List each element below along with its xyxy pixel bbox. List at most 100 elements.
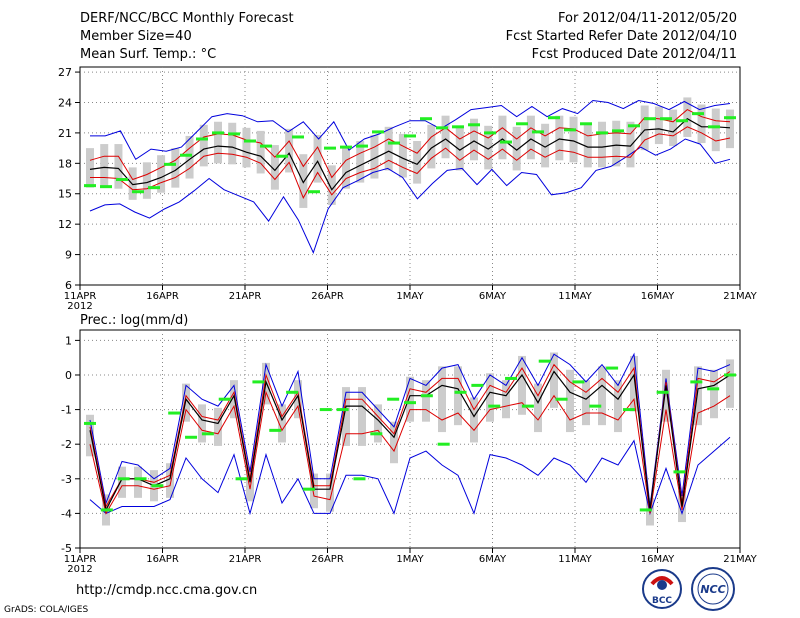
temp-x-tick-label: 16MAY [641,291,675,302]
prec-ensemble-marker [471,383,484,387]
temp-spread-box [526,115,535,160]
prec-ensemble-marker [286,390,299,394]
prec-x-tick-label: 1MAY [396,554,424,565]
temp-ensemble-marker [404,134,416,138]
prec-ensemble-marker [134,477,147,481]
prec-ensemble-marker [302,487,315,491]
prec-ensemble-marker [235,477,248,481]
temp-series-max-line [90,99,731,161]
source-url: http://cmdp.ncc.cma.gov.cn [76,583,258,598]
prec-ensemble-marker [370,432,383,436]
prec-spread-box [550,352,558,408]
prec-spread-box [358,387,366,446]
temp-ensemble-marker [260,144,272,148]
temp-spread-box [342,148,350,189]
temp-spread-box [157,155,166,193]
temp-y-tick-label: 15 [58,188,72,201]
prec-spread-box [598,366,606,426]
prec-ensemble-marker [437,442,450,446]
temp-series-mean-line [89,117,731,191]
temp-x-tick-label: 21MAY [723,291,757,302]
temp-spread-box [541,123,550,168]
prec-ensemble-marker [589,404,602,408]
temp-y-tick-label: 27 [58,66,72,79]
prec-spread-box [182,383,190,422]
variable-label: Mean Surf. Temp.: °C [80,47,217,62]
prec-spread-box [86,414,94,457]
temp-x-tick-label: 26APR [311,291,344,302]
temp-ensemble-marker [628,124,640,128]
temp-spread-box [313,134,322,183]
temp-spread-box [484,125,493,170]
prec-ensemble-marker [555,397,568,401]
temp-ensemble-marker [324,146,336,150]
prec-ensemble-marker [117,477,130,481]
prec-ensemble-marker [521,404,534,408]
prec-ensemble-marker [151,484,164,488]
temp-ensemble-marker [340,145,352,149]
temp-spread-box [654,106,663,145]
prec-spread-box [534,383,542,433]
prec-ensemble-marker [572,380,585,384]
prec-spread-box [230,380,238,419]
temp-spread-box [626,121,635,168]
prec-ensemble-marker [707,387,720,391]
prec-x-tick-label: 21APR [229,554,262,565]
temp-ensemble-marker [580,122,592,126]
prec-ensemble-marker [100,508,113,512]
temp-ensemble-marker [388,141,400,145]
prec-spread-box [502,380,510,419]
temp-ensemble-marker [484,131,496,135]
temp-ensemble-marker [228,132,240,136]
prec-spread-box [726,359,734,408]
temp-spread-box [299,154,308,208]
prec-ensemble-marker [639,508,652,512]
prec-spread-box [326,473,334,512]
temp-ensemble-marker [644,117,656,121]
forecast-started-label: Fcst Started Refer Date 2012/04/10 [505,29,737,44]
temp-x-tick-label: 6MAY [479,291,507,302]
prec-spread-box [582,380,590,426]
prec-y-tick-label: -3 [61,473,72,486]
prec-spread-box [246,466,254,502]
prec-series-max-line [89,352,731,507]
temp-spread-box [128,167,137,200]
prec-ensemble-marker [404,401,416,405]
prec-ensemble-marker [185,435,198,439]
temp-ensemble-marker [372,130,384,134]
prec-ensemble-marker [673,470,686,474]
temp-ensemble-marker [276,154,288,158]
prec-spread-box [310,473,318,509]
prec-y-tick-label: 0 [65,369,72,382]
prec-ensemble-marker [690,380,703,384]
prec-spread-box [118,466,126,498]
temp-spread-box [640,105,649,151]
temp-ensemble-marker [180,153,192,157]
temp-spread-box [498,115,507,160]
temp-spread-box [697,104,706,144]
prec-ensemble-marker [505,376,518,380]
temp-ensemble-marker [356,144,368,148]
prec-y-tick-label: -2 [61,438,72,451]
prec-y-tick-label: -4 [61,507,72,520]
temp-spread-box [470,118,478,161]
temp-ensemble-marker [596,131,608,135]
prec-ensemble-marker [319,408,332,412]
temp-ensemble-marker [212,131,224,135]
prec-spread-box [694,366,702,426]
temp-ensemble-marker [100,185,112,189]
bcc-logo-text: BCC [652,596,672,606]
prec-ensemble-marker [84,421,96,425]
temp-ensemble-marker [516,122,528,126]
temp-ensemble-marker [724,116,736,120]
temp-series-upper-line [89,109,731,181]
temp-series-lower-line [90,126,731,199]
temp-x-year-label: 2012 [67,301,92,312]
temp-ensemble-marker [308,190,320,194]
temp-spread-box [398,133,407,178]
temp-ensemble-marker [692,112,704,116]
prec-spread-box [518,355,526,415]
prec-spread-box [486,373,494,422]
prec-spread-box [374,404,382,443]
prec-ensemble-marker [269,428,282,432]
